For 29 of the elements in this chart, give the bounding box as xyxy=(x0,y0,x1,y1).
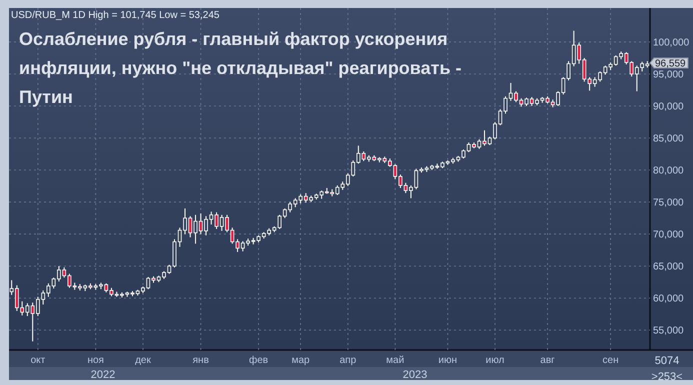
x-tick-label: янв xyxy=(192,355,209,366)
text: Ослабление рубля - главный фактор ускорения инфляции, нужно "не откладывая" реагировать - Путин xyxy=(19,29,462,107)
text: 96,559 xyxy=(655,58,686,70)
text: 2022 xyxy=(90,369,116,381)
y-tick-label: 75,000 xyxy=(653,198,684,209)
x-tick-label: июн xyxy=(438,355,458,366)
y-tick-label: 80,000 xyxy=(653,166,684,177)
text: 2023 xyxy=(402,369,428,381)
y-tick-label: 70,000 xyxy=(653,230,684,241)
x-tick-label: июл xyxy=(486,355,505,366)
x-tick-label: фев xyxy=(249,355,268,366)
y-tick-label: 65,000 xyxy=(653,262,684,273)
x-tick-label: дек xyxy=(135,355,152,366)
x-tick-label: мар xyxy=(292,355,310,366)
y-tick-label: 100,000 xyxy=(653,37,690,48)
y-tick-label: 90,000 xyxy=(653,101,684,112)
chart-subtitle: USD/RUB_M 1D High = 101,745 Low = 53,245 xyxy=(11,10,220,21)
x-tick-label: окт xyxy=(30,355,46,366)
x-tick-label: ноя xyxy=(87,355,104,366)
y-tick-label: 85,000 xyxy=(653,134,684,145)
x-tick-label: авг xyxy=(540,355,556,366)
text: 5074 xyxy=(654,355,680,367)
text: >253< xyxy=(651,371,683,383)
y-tick-label: 95,000 xyxy=(653,69,684,80)
x-tick-label: апр xyxy=(340,355,357,366)
y-tick-label: 55,000 xyxy=(653,326,684,337)
y-tick-label: 60,000 xyxy=(653,294,684,305)
x-tick-label: сен xyxy=(602,355,619,366)
x-tick-label: май xyxy=(386,355,404,366)
